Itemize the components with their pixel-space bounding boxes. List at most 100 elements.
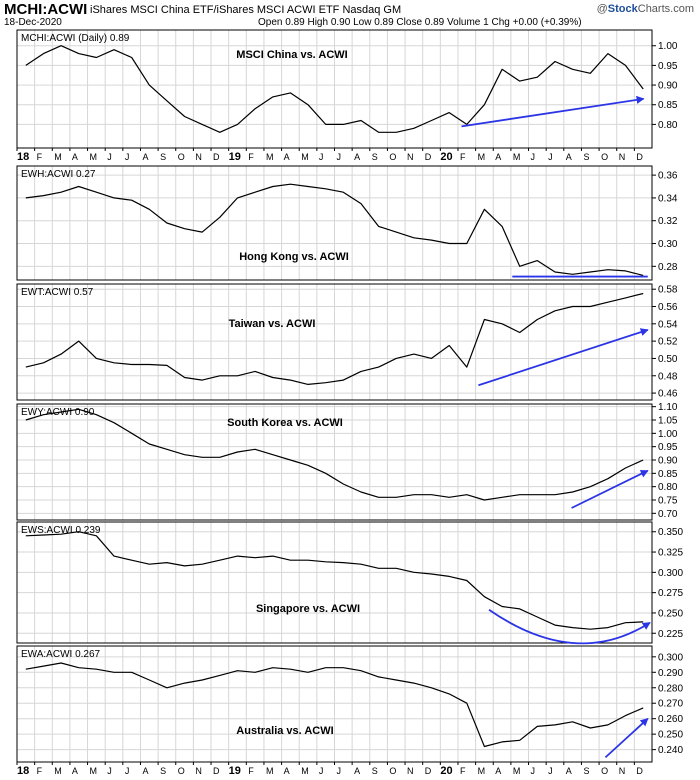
x-tick-label: A	[354, 766, 360, 776]
chart-panel-6: 0.300 0.290 0.280 0.270 0.260 0.250 0.240 EWA:A…	[16, 645, 683, 777]
quote-date: 18-Dec-2020	[4, 17, 62, 28]
x-tick-label: F	[248, 766, 254, 776]
price-ratio-line	[25, 662, 644, 748]
x-tick-label: 19	[229, 765, 241, 777]
x-tick-label: M	[90, 766, 98, 776]
panel-title: Singapore vs. ACWI	[256, 603, 360, 615]
panel-title: Australia vs. ACWI	[236, 725, 333, 737]
y-tick-label: 0.240	[658, 745, 683, 756]
x-tick-label: F	[460, 766, 466, 776]
x-tick-label: S	[160, 766, 166, 776]
panel-frame	[16, 403, 653, 521]
x-tick-label: M	[266, 152, 274, 162]
x-tick-label: S	[160, 152, 166, 162]
y-tick-label: 0.46	[658, 389, 678, 400]
y-tick-label: 0.28	[658, 262, 678, 273]
x-tick-label: J	[125, 152, 130, 162]
chart-header: MCHI:ACWI iShares MSCI China ETF/iShares…	[0, 0, 700, 30]
stockcharts-logo[interactable]: @StockCharts.com	[597, 3, 694, 15]
panel-title: Taiwan vs. ACWI	[229, 318, 316, 330]
panel-legend: EWS:ACWI 0.239	[21, 525, 101, 536]
x-tick-label: J	[319, 152, 324, 162]
panel-frame	[16, 521, 653, 644]
y-tick-label: 0.75	[658, 496, 678, 507]
x-tick-label: N	[619, 766, 626, 776]
x-tick-label: A	[495, 152, 501, 162]
x-tick-label: S	[372, 152, 378, 162]
y-tick-label: 0.80	[658, 482, 678, 493]
trend-annotation-arrow	[461, 95, 645, 128]
x-tick-label: 20	[440, 151, 452, 163]
x-tick-label: M	[90, 152, 98, 162]
x-tick-label: A	[142, 766, 148, 776]
x-tick-label: M	[478, 152, 486, 162]
y-tick-label: 0.95	[658, 442, 678, 453]
y-tick-label: 0.52	[658, 337, 678, 348]
x-tick-label: O	[178, 152, 185, 162]
x-tick-label: J	[107, 152, 112, 162]
y-tick-label: 0.85	[658, 100, 678, 111]
y-tick-label: 0.50	[658, 354, 678, 365]
x-tick-label: D	[425, 152, 432, 162]
y-tick-label: 0.260	[658, 714, 683, 725]
y-tick-label: 0.275	[658, 588, 683, 599]
x-tick-label: N	[619, 152, 626, 162]
x-tick-label: M	[513, 766, 521, 776]
x-tick-label: D	[636, 766, 643, 776]
panel-title: MSCI China vs. ACWI	[236, 49, 347, 61]
x-tick-label: A	[495, 766, 501, 776]
panel-legend: MCHI:ACWI (Daily) 0.89	[21, 33, 130, 44]
trend-annotation-arrow	[571, 469, 649, 509]
panel-legend: EWT:ACWI 0.57	[21, 287, 94, 298]
x-tick-label: M	[54, 152, 62, 162]
chart-panel-3: 0.58 0.56 0.54 0.52 0.50 0.48 0.46 EWT:ACWI 0.5…	[16, 283, 678, 401]
x-tick-label: F	[37, 766, 43, 776]
x-tick-label: A	[284, 766, 290, 776]
x-tick-label: A	[354, 152, 360, 162]
panel-legend: EWH:ACWI 0.27	[21, 169, 96, 180]
x-tick-label: J	[107, 766, 112, 776]
logo-main-text: Stock	[607, 3, 638, 15]
x-tick-label: N	[195, 766, 202, 776]
x-tick-label: N	[195, 152, 202, 162]
x-tick-label: S	[583, 152, 589, 162]
y-tick-label: 0.34	[658, 193, 678, 204]
x-tick-label: 18	[17, 765, 29, 777]
x-tick-label: O	[601, 152, 608, 162]
x-tick-label: 18	[17, 151, 29, 163]
y-tick-label: 0.85	[658, 469, 678, 480]
y-tick-label: 0.300	[658, 568, 683, 579]
y-tick-label: 0.56	[658, 302, 678, 313]
y-tick-label: 0.30	[658, 239, 678, 250]
x-tick-label: J	[548, 152, 553, 162]
x-tick-label: J	[548, 766, 553, 776]
x-tick-label: M	[301, 766, 309, 776]
y-tick-label: 0.250	[658, 608, 683, 619]
x-tick-label: O	[178, 766, 185, 776]
trend-annotation-arrow	[604, 718, 649, 759]
panel-frame	[16, 283, 653, 401]
x-tick-label: M	[301, 152, 309, 162]
y-tick-label: 0.32	[658, 216, 678, 227]
y-tick-label: 0.280	[658, 683, 683, 694]
x-tick-label: O	[601, 766, 608, 776]
x-tick-label: J	[319, 766, 324, 776]
x-tick-label: D	[425, 766, 432, 776]
y-tick-label: 0.80	[658, 120, 678, 131]
y-tick-label: 0.300	[658, 652, 683, 663]
x-tick-label: J	[531, 152, 536, 162]
y-tick-label: 0.250	[658, 730, 683, 741]
x-tick-label: S	[583, 766, 589, 776]
panel-legend: EWA:ACWI 0.267	[21, 649, 101, 660]
x-tick-label: S	[372, 766, 378, 776]
x-tick-label: J	[531, 766, 536, 776]
y-tick-label: 0.90	[658, 81, 678, 92]
x-tick-label: N	[407, 766, 414, 776]
logo-suffix-text: Charts.com	[637, 3, 694, 15]
quote-summary: Open 0.89 High 0.90 Low 0.89 Close 0.89 …	[258, 17, 582, 28]
y-tick-label: 0.90	[658, 456, 678, 467]
symbol-title: MCHI:ACWI	[4, 1, 88, 18]
trend-annotation-arrow	[478, 328, 649, 387]
price-ratio-line	[25, 408, 644, 501]
